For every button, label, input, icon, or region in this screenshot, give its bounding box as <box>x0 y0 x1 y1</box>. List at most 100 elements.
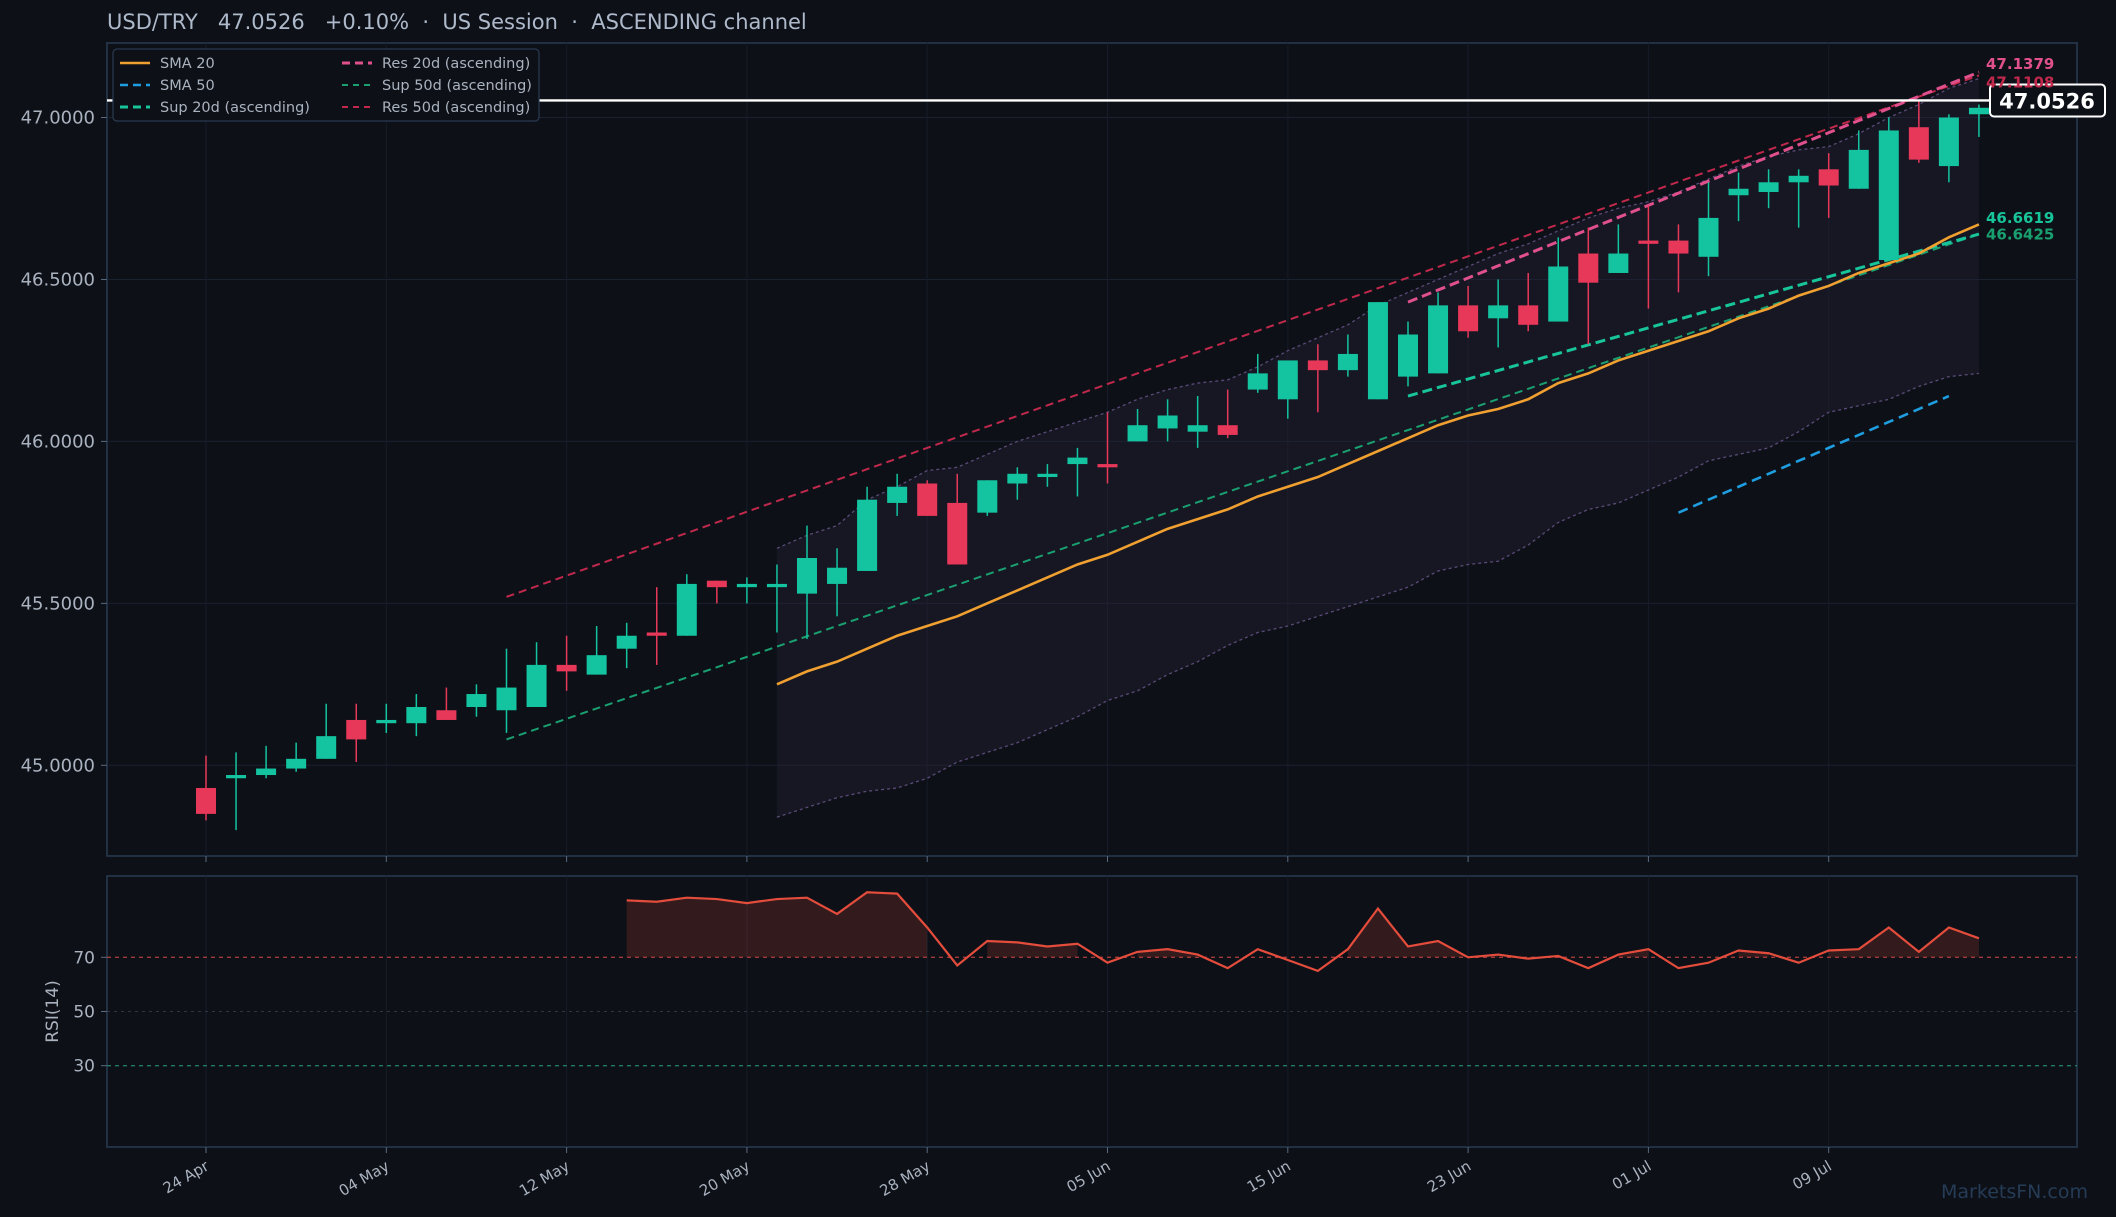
last-price-label: 47.0526 <box>1999 89 2095 113</box>
rsi-overbought-fill <box>1347 908 1499 958</box>
candle-body <box>1097 464 1118 468</box>
candle <box>857 486 878 571</box>
candle-body <box>676 583 697 636</box>
candle <box>1067 447 1088 497</box>
sma50-line <box>1677 394 1950 514</box>
legend-item: Sup 50d (ascending) <box>342 78 532 94</box>
legend-box <box>112 48 540 122</box>
candle <box>226 752 247 831</box>
candle <box>827 548 848 617</box>
candle-body <box>1608 253 1629 273</box>
candle-body <box>1518 305 1539 325</box>
rsi-line <box>626 891 1980 973</box>
candle-body <box>1217 425 1238 435</box>
candle-body <box>1638 240 1659 244</box>
xtick-label: 12 May <box>516 1157 573 1200</box>
sma20-line <box>776 223 1980 686</box>
candle-body <box>1007 473 1028 484</box>
candle <box>376 703 397 733</box>
price-ytick-label: 45.5000 <box>21 593 95 614</box>
candle-body <box>1698 217 1719 257</box>
candle-body <box>436 710 457 720</box>
candle-body <box>1458 305 1479 332</box>
xtick-label: 24 Apr <box>160 1156 213 1197</box>
candle <box>947 473 968 565</box>
candle <box>1157 399 1178 442</box>
candle-body <box>1157 415 1178 429</box>
candle <box>196 755 216 821</box>
candle <box>556 635 577 691</box>
candle-body <box>406 707 427 724</box>
candle-body <box>887 486 908 503</box>
legend-item: Res 20d (ascending) <box>342 56 530 72</box>
legend-item: SMA 20 <box>120 56 215 72</box>
candle-body <box>616 635 637 649</box>
candle <box>1037 464 1058 487</box>
candle-body <box>196 787 216 814</box>
candle-body <box>1548 266 1569 322</box>
legend-label: Res 50d (ascending) <box>382 100 530 116</box>
candle-body <box>917 483 938 516</box>
candle-body <box>256 768 277 776</box>
candle <box>1818 153 1839 218</box>
candle <box>1638 204 1659 309</box>
candle <box>1578 227 1599 345</box>
candle <box>1488 279 1509 348</box>
legend-item: Res 50d (ascending) <box>342 100 530 116</box>
rsi-overbought-fill <box>1828 927 1979 958</box>
candle <box>1668 224 1689 293</box>
candle <box>706 580 727 604</box>
candle <box>1307 344 1328 413</box>
candle <box>1217 389 1238 439</box>
candle-body <box>466 694 487 708</box>
candle <box>1728 172 1749 222</box>
candle <box>466 684 487 717</box>
candle <box>586 626 607 675</box>
candle-body <box>1367 302 1388 400</box>
candle-body <box>947 502 968 565</box>
candle-body <box>1187 425 1208 432</box>
candle-body <box>1758 182 1779 192</box>
candle-body <box>1428 305 1449 374</box>
candle-body <box>857 499 878 571</box>
candle-body <box>1398 334 1418 377</box>
candle-body <box>1818 169 1839 186</box>
xtick-label: 20 May <box>696 1157 753 1200</box>
candle-body <box>526 664 547 708</box>
xtick-label: 04 May <box>336 1157 393 1200</box>
candle <box>766 564 787 633</box>
candle <box>1337 334 1358 377</box>
level-label: 47.1108 <box>1986 74 2054 92</box>
candle-body <box>1067 457 1088 465</box>
trendline <box>1407 232 1980 398</box>
candle <box>1518 272 1539 332</box>
candle <box>676 574 697 636</box>
candle <box>256 745 277 779</box>
legend-label: Res 20d (ascending) <box>382 56 530 72</box>
candle-body <box>586 655 607 675</box>
candle-body <box>766 583 787 588</box>
candle <box>1758 169 1779 209</box>
candle-body <box>496 687 517 711</box>
candle-body <box>1968 107 1989 115</box>
candle-body <box>1337 353 1358 371</box>
candle <box>1908 101 1929 163</box>
price-ytick-label: 45.0000 <box>21 755 95 776</box>
candle-body <box>376 719 397 724</box>
candle <box>316 703 337 759</box>
legend-label: SMA 20 <box>160 56 215 72</box>
xtick-label: 15 Jun <box>1244 1157 1294 1196</box>
candle <box>1367 302 1388 400</box>
candle-body <box>706 580 727 588</box>
candle <box>1968 104 1989 137</box>
candle <box>1458 285 1479 338</box>
candle <box>1698 182 1719 277</box>
candle-body <box>1247 373 1268 390</box>
candle <box>1398 321 1418 387</box>
rsi-axis-label: RSI(14) <box>43 980 63 1043</box>
price-ytick-label: 47.0000 <box>21 107 95 128</box>
candle <box>1548 237 1569 322</box>
legend-label: SMA 50 <box>160 78 215 94</box>
candle <box>1788 169 1809 228</box>
candle-body <box>286 758 307 769</box>
